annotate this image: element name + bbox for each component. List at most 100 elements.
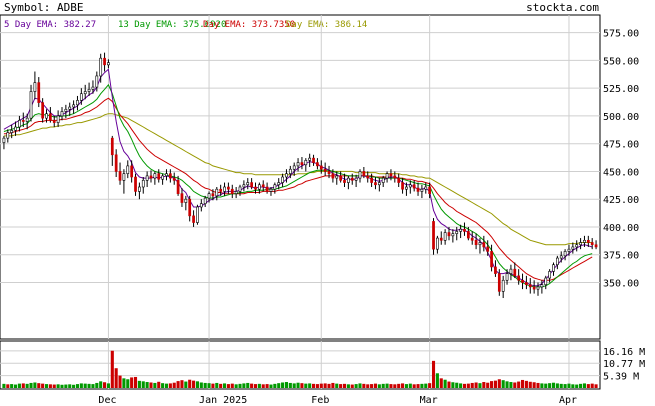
candle-body bbox=[358, 171, 362, 179]
candle-body bbox=[521, 279, 524, 283]
price-tick-label: 575.00 bbox=[603, 29, 639, 40]
candle-body bbox=[451, 233, 455, 237]
volume-bar bbox=[226, 384, 230, 388]
volume-bar bbox=[323, 383, 327, 388]
candle-body bbox=[41, 102, 45, 119]
volume-bar bbox=[188, 379, 192, 388]
volume-bar bbox=[52, 384, 56, 388]
candle-body bbox=[72, 104, 75, 108]
volume-bar bbox=[149, 382, 153, 388]
candle-body bbox=[308, 157, 312, 161]
candle-body bbox=[381, 177, 385, 183]
volume-bar bbox=[211, 383, 215, 388]
volume-bar bbox=[482, 382, 486, 388]
candle-body bbox=[211, 193, 215, 197]
candle-body bbox=[223, 186, 226, 192]
volume-bar bbox=[493, 380, 497, 388]
candle-body bbox=[207, 193, 211, 199]
candle-body bbox=[261, 184, 265, 188]
volume-bar bbox=[420, 383, 424, 388]
candle-body bbox=[412, 184, 416, 189]
candle-body bbox=[25, 117, 29, 122]
price-tick-label: 475.00 bbox=[603, 140, 639, 151]
volume-bar bbox=[153, 382, 157, 388]
candle-body bbox=[312, 157, 315, 163]
volume-bar bbox=[412, 384, 416, 388]
volume-bar bbox=[431, 360, 436, 388]
volume-bar bbox=[335, 383, 339, 388]
volume-bar bbox=[284, 382, 289, 388]
volume-bar bbox=[520, 379, 525, 388]
candle-body bbox=[188, 198, 192, 217]
volume-bar bbox=[397, 383, 401, 388]
volume-bar bbox=[381, 383, 385, 388]
candle-body bbox=[257, 184, 261, 190]
volume-bar bbox=[87, 383, 91, 388]
candle-body bbox=[285, 173, 288, 178]
candle-body bbox=[536, 286, 540, 290]
candle-body bbox=[145, 175, 149, 181]
candle-body bbox=[563, 251, 567, 257]
volume-bar bbox=[528, 381, 532, 388]
ema-line-ema13 bbox=[3, 83, 593, 288]
candle-body bbox=[466, 231, 470, 239]
candle-body bbox=[134, 176, 137, 192]
candle-body bbox=[277, 182, 281, 186]
candle-body bbox=[548, 271, 551, 279]
volume-bar bbox=[103, 382, 107, 388]
volume-bar bbox=[277, 383, 281, 388]
candle-body bbox=[246, 182, 250, 186]
volume-bar bbox=[505, 381, 509, 388]
candle-body bbox=[532, 286, 536, 290]
volume-bar bbox=[586, 384, 590, 388]
volume-bar bbox=[401, 383, 405, 388]
volume-bar bbox=[373, 383, 378, 388]
candle-body bbox=[497, 273, 501, 292]
volume-bar bbox=[13, 384, 18, 388]
candle-body bbox=[490, 251, 493, 268]
volume-bar bbox=[582, 383, 587, 388]
candle-body bbox=[230, 188, 234, 194]
candle-body bbox=[494, 266, 497, 274]
volume-bar bbox=[21, 383, 25, 388]
volume-bar bbox=[99, 381, 103, 388]
volume-bar bbox=[273, 383, 277, 388]
candle-body bbox=[165, 173, 168, 177]
candle-body bbox=[509, 268, 513, 274]
volume-bar bbox=[501, 380, 505, 388]
volume-panel bbox=[0, 340, 601, 390]
candle-body bbox=[389, 173, 393, 177]
volume-tick-label: 16.16 M bbox=[603, 347, 645, 358]
volume-bar bbox=[91, 384, 95, 388]
candle-body bbox=[486, 246, 490, 252]
candle-body bbox=[540, 284, 544, 288]
volume-bar bbox=[48, 384, 52, 388]
candle-body bbox=[238, 186, 242, 192]
symbol-label: Symbol: ADBE bbox=[4, 1, 83, 14]
volume-bar bbox=[230, 383, 234, 388]
price-tick-label: 525.00 bbox=[603, 84, 639, 95]
candle-body bbox=[203, 197, 207, 204]
volume-bar bbox=[544, 383, 548, 388]
candle-body bbox=[463, 228, 466, 232]
price-tick-label: 425.00 bbox=[603, 195, 639, 206]
candle-body bbox=[370, 177, 373, 183]
volume-bar bbox=[257, 383, 261, 388]
candle-body bbox=[265, 186, 269, 192]
volume-bar bbox=[389, 384, 393, 388]
candle-body bbox=[21, 120, 25, 122]
volume-bar bbox=[350, 384, 354, 388]
candle-body bbox=[45, 113, 48, 119]
candle-body bbox=[176, 180, 180, 194]
legend-item-2: Day EMA: 373.7350 bbox=[203, 20, 295, 30]
volume-bar bbox=[2, 383, 6, 388]
volume-bar bbox=[315, 384, 319, 388]
volume-bar bbox=[137, 380, 141, 388]
volume-bar bbox=[385, 383, 389, 388]
volume-bar bbox=[164, 383, 169, 388]
volume-bar bbox=[242, 383, 246, 388]
candle-body bbox=[199, 203, 203, 208]
candle-body bbox=[68, 106, 72, 110]
candle-body bbox=[180, 193, 184, 203]
candle-body bbox=[583, 239, 586, 243]
